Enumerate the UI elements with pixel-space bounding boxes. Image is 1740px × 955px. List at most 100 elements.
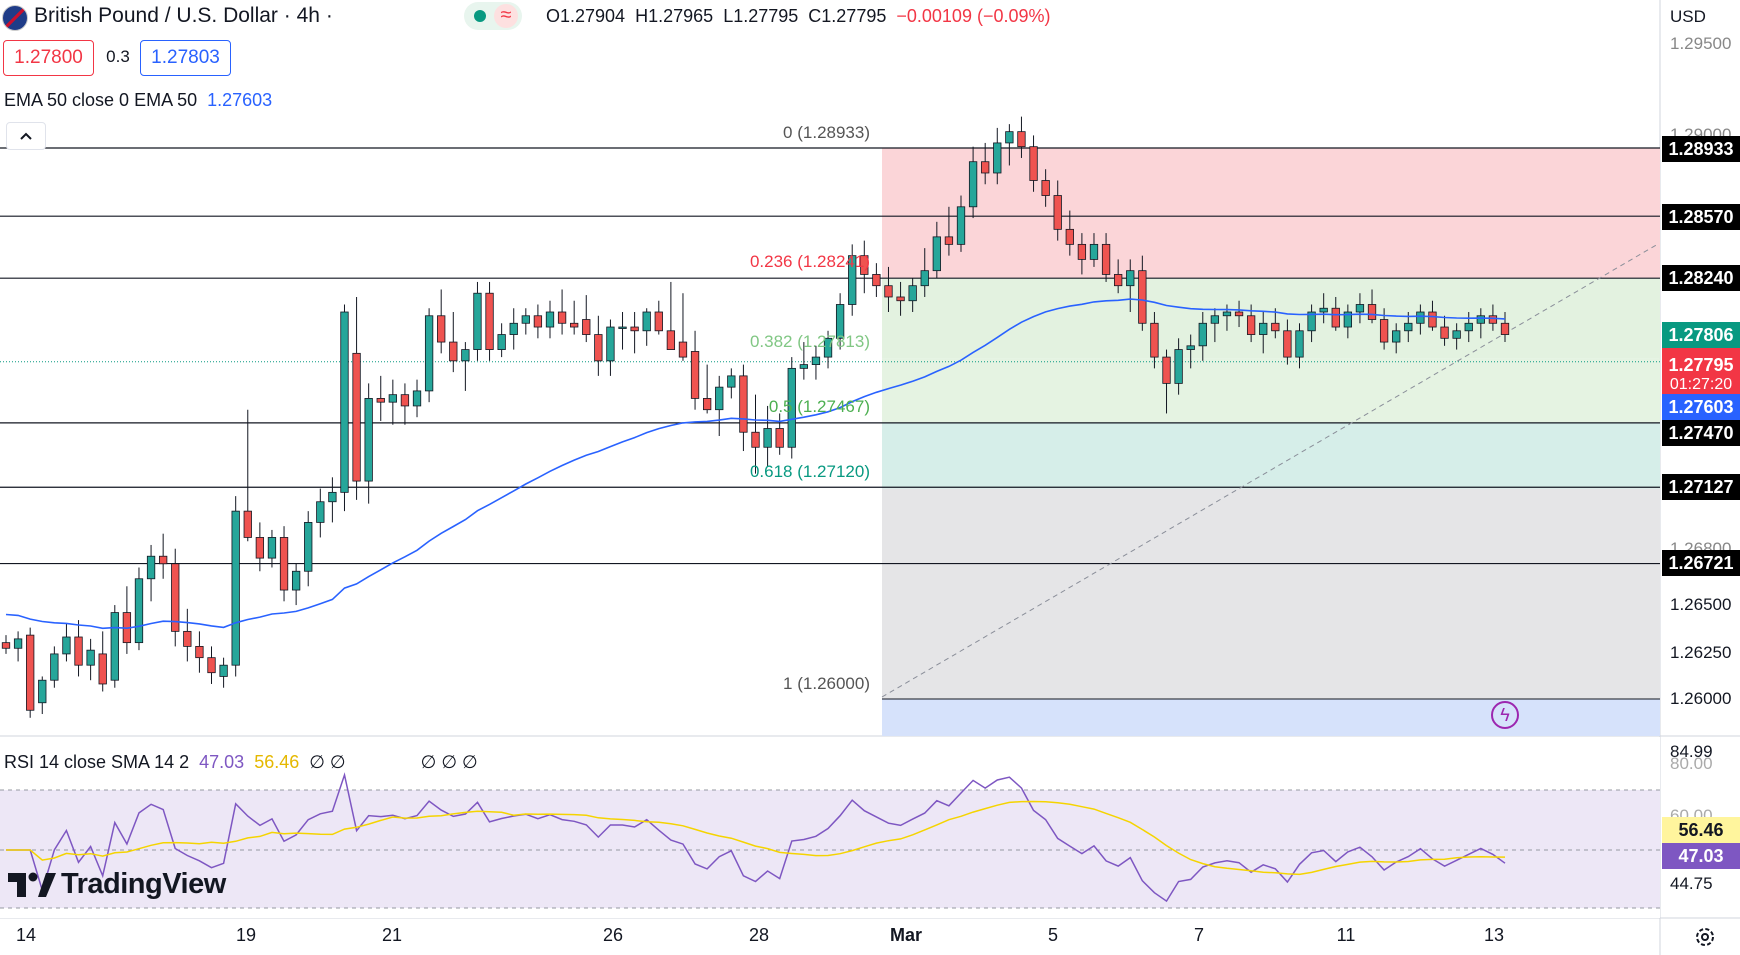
- candle-body-7: [86, 649, 95, 666]
- candle-body-45: [545, 311, 555, 328]
- ohlc-close: C1.27795: [808, 6, 887, 26]
- candle-body-122: [1476, 315, 1485, 324]
- candle-body-81: [981, 161, 990, 174]
- settings-gear-icon[interactable]: [1693, 925, 1717, 949]
- candle-body-53: [642, 311, 651, 332]
- candle-body-95: [1150, 322, 1159, 358]
- candle-body-20: [243, 510, 252, 538]
- candle-body-104: [1259, 322, 1268, 335]
- x-tick-11: 11: [1336, 925, 1356, 945]
- symbol-title[interactable]: British Pound / U.S. Dollar: [34, 4, 278, 27]
- candle-body-78: [944, 236, 954, 245]
- candle-body-8: [98, 653, 107, 685]
- candle-body-58: [702, 398, 712, 411]
- candle-body-102: [1234, 311, 1244, 317]
- rsi-axis-8000: 80.00: [1670, 754, 1713, 773]
- collapse-button[interactable]: [6, 122, 46, 150]
- sell-price: 1.27800: [14, 47, 83, 68]
- candle-body-109: [1319, 307, 1328, 313]
- candle-body-21: [255, 537, 265, 559]
- candle-body-61: [739, 375, 748, 433]
- sell-button[interactable]: 1.27800: [3, 40, 94, 76]
- candle-body-67: [811, 356, 821, 366]
- ema-label[interactable]: EMA 50 close 0 EMA 50: [4, 90, 198, 110]
- brand-text: TradingView: [61, 868, 226, 900]
- candle-body-4: [50, 653, 59, 681]
- candle-body-44: [533, 315, 543, 328]
- x-tick-14: 14: [15, 925, 37, 945]
- candle-body-47: [570, 322, 579, 328]
- chevron-up-icon: [20, 132, 32, 140]
- price-tag-ema: 1.27603: [1662, 394, 1740, 420]
- candle-body-30: [364, 398, 373, 482]
- market-status[interactable]: ≈: [464, 2, 522, 30]
- candle-body-35: [424, 315, 434, 392]
- rsi-label[interactable]: RSI 14 close SMA 14 2: [4, 752, 190, 772]
- candle-body-29: [352, 352, 361, 482]
- rsi-tag-rsi: 47.03: [1662, 843, 1740, 869]
- candle-body-120: [1452, 330, 1461, 339]
- x-tick-mar: Mar: [889, 925, 923, 945]
- candle-body-1: [13, 638, 23, 649]
- candle-body-27: [328, 491, 337, 503]
- currency-selector[interactable]: USD: [1662, 0, 1740, 34]
- candle-body-84: [1017, 131, 1026, 148]
- candle-body-24: [291, 570, 301, 591]
- candle-body-92: [1114, 274, 1123, 287]
- candle-body-76: [920, 270, 929, 287]
- candle-body-100: [1210, 315, 1220, 324]
- candle-body-66: [799, 364, 809, 369]
- ohlc-change: −0.00109 (−0.09%): [896, 6, 1051, 26]
- candle-body-14: [171, 563, 180, 632]
- candle-body-26: [316, 501, 325, 523]
- candle-body-15: [183, 630, 192, 647]
- candle-body-115: [1392, 330, 1401, 343]
- candle-body-34: [412, 390, 422, 407]
- candle-body-33: [400, 394, 410, 407]
- candle-body-111: [1343, 311, 1352, 328]
- fib-zone-0618-1: [882, 488, 1660, 699]
- price-tag-126721: 1.26721: [1662, 550, 1740, 576]
- fib-zone-0382-05: [882, 358, 1660, 424]
- candle-body-49: [594, 334, 603, 362]
- candle-body-2: [26, 634, 35, 711]
- price-tag-buy: 1.27806: [1662, 322, 1740, 348]
- fib-zone-0236-0382: [882, 278, 1660, 359]
- candle-body-17: [207, 657, 216, 674]
- candle-body-108: [1307, 311, 1316, 332]
- candle-body-99: [1198, 322, 1207, 347]
- ohlc-high: H1.27965: [635, 6, 714, 26]
- candle-body-72: [872, 274, 881, 287]
- spread-text: 0.3: [106, 47, 130, 66]
- separator-dot-2: ·: [325, 4, 333, 27]
- candle-body-57: [690, 351, 700, 399]
- candle-body-55: [666, 330, 676, 350]
- candle-body-3: [38, 679, 47, 704]
- price-tag-128240: 1.28240: [1662, 265, 1740, 291]
- flash-icon[interactable]: ϟ: [1491, 701, 1519, 729]
- candle-body-110: [1331, 307, 1340, 328]
- candle-body-86: [1041, 180, 1050, 196]
- interval-label[interactable]: 4h: [296, 4, 320, 27]
- candle-body-69: [835, 304, 845, 339]
- fib-zone-05-0618: [882, 423, 1660, 489]
- rsi-nulls-1: ∅ ∅: [309, 752, 346, 772]
- candle-body-88: [1065, 228, 1074, 245]
- tradingview-logo[interactable]: TradingView: [8, 868, 226, 901]
- candle-body-46: [557, 311, 567, 324]
- candle-body-19: [231, 510, 240, 666]
- candle-body-5: [62, 636, 71, 655]
- rsi-line: [6, 772, 1506, 903]
- candle-body-16: [195, 645, 204, 659]
- candle-body-73: [884, 285, 893, 298]
- buy-button[interactable]: 1.27803: [140, 40, 231, 76]
- candle-body-56: [678, 341, 688, 358]
- candle-body-0: [1, 642, 11, 649]
- x-tick-28: 28: [748, 925, 770, 945]
- candle-body-118: [1428, 311, 1437, 328]
- candle-body-117: [1416, 311, 1425, 324]
- candle-body-50: [606, 326, 615, 362]
- candle-body-37: [449, 341, 458, 362]
